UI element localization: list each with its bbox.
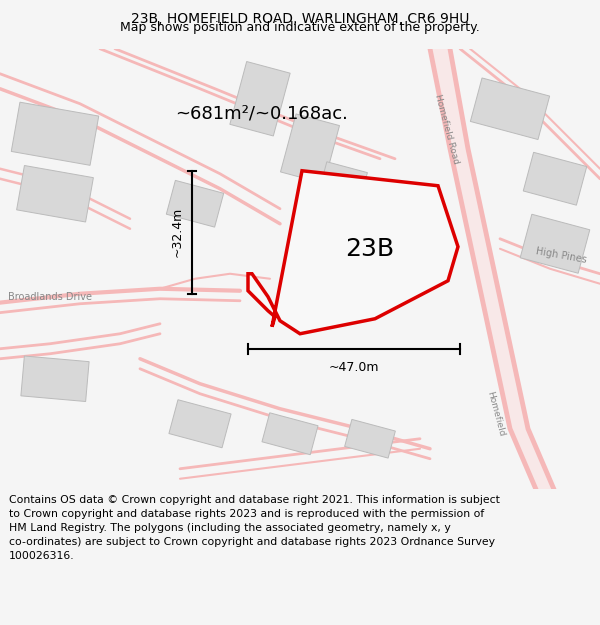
Polygon shape — [166, 181, 224, 227]
Text: 23B: 23B — [346, 237, 395, 261]
Polygon shape — [430, 49, 558, 499]
Polygon shape — [289, 193, 371, 264]
Polygon shape — [230, 61, 290, 136]
Polygon shape — [262, 412, 318, 455]
Polygon shape — [523, 152, 587, 205]
Polygon shape — [344, 419, 395, 458]
Polygon shape — [520, 214, 590, 273]
Polygon shape — [248, 171, 458, 334]
Text: Broadlands Drive: Broadlands Drive — [8, 292, 92, 302]
Polygon shape — [313, 162, 367, 226]
Polygon shape — [11, 102, 99, 166]
Polygon shape — [21, 356, 89, 401]
Polygon shape — [470, 78, 550, 139]
Polygon shape — [17, 166, 94, 222]
Text: Homefield: Homefield — [485, 390, 506, 438]
Text: High Pines: High Pines — [535, 246, 587, 265]
Text: Map shows position and indicative extent of the property.: Map shows position and indicative extent… — [120, 21, 480, 34]
Text: ~32.4m: ~32.4m — [171, 207, 184, 258]
Text: Homefield Road: Homefield Road — [433, 92, 461, 165]
Text: ~47.0m: ~47.0m — [329, 361, 379, 374]
Text: ~681m²/~0.168ac.: ~681m²/~0.168ac. — [175, 105, 348, 122]
Text: Contains OS data © Crown copyright and database right 2021. This information is : Contains OS data © Crown copyright and d… — [9, 495, 500, 561]
Text: 23B, HOMEFIELD ROAD, WARLINGHAM, CR6 9HU: 23B, HOMEFIELD ROAD, WARLINGHAM, CR6 9HU — [131, 12, 469, 26]
Polygon shape — [169, 400, 231, 448]
Polygon shape — [281, 114, 340, 184]
